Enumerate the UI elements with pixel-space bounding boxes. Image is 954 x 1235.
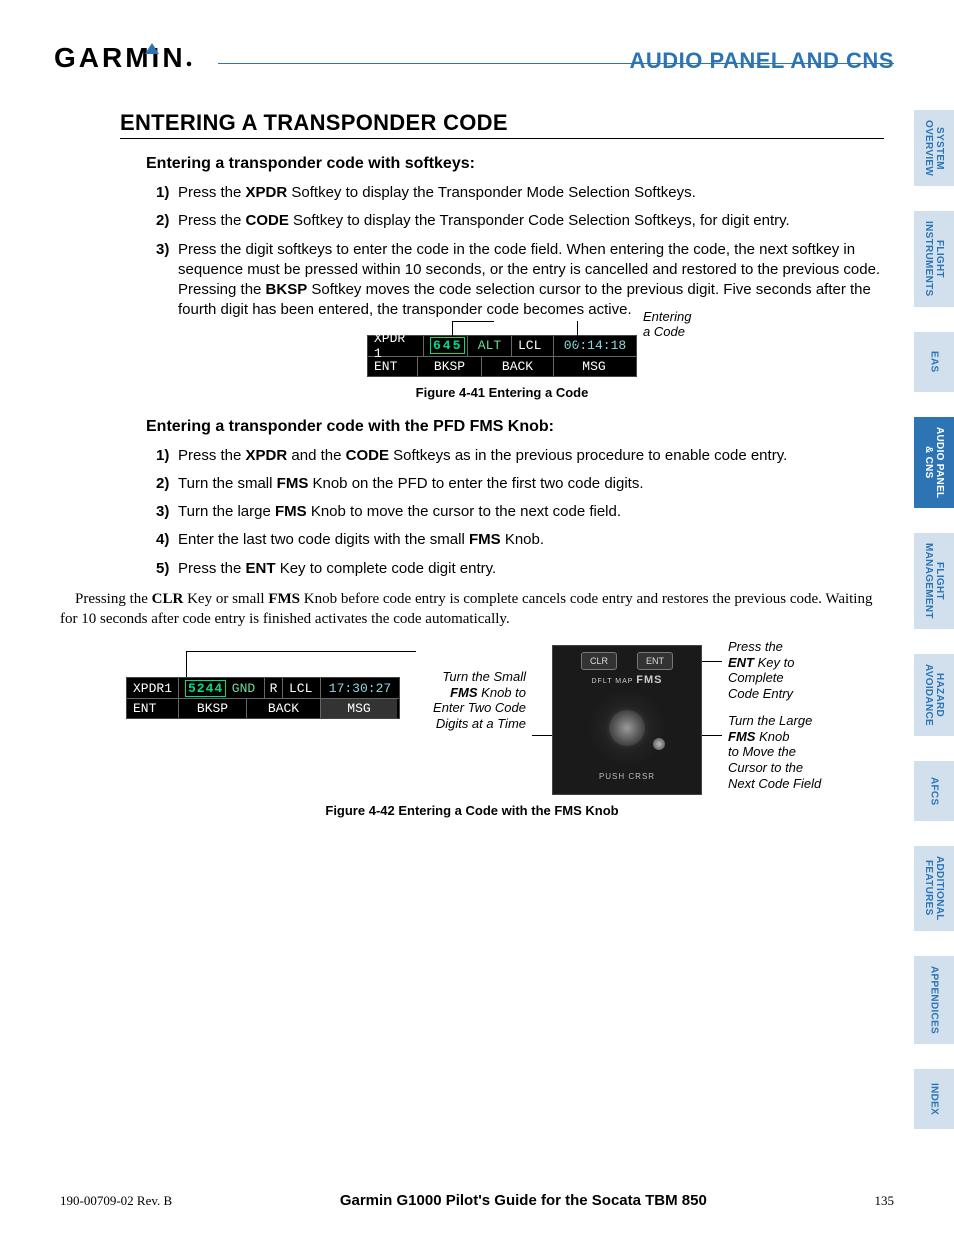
side-tabs: SYSTEMOVERVIEW FLIGHTINSTRUMENTS EAS AUD… <box>914 110 954 1129</box>
logo-text: GARMIN <box>54 42 186 74</box>
msg-softkey-2: MSG <box>321 699 397 718</box>
xpdr-label: XPDR 1 <box>368 336 424 356</box>
step-3a: 3) Press the digit softkeys to enter the… <box>178 240 884 321</box>
msg-softkey: MSG <box>554 357 634 376</box>
xpdr-label-2: XPDR1 <box>127 678 179 698</box>
push-crsr-label: PUSH CRSR <box>599 772 655 781</box>
page-footer: 190-00709-02 Rev. B Garmin G1000 Pilot's… <box>60 1192 894 1209</box>
step-2a: 2) Press the CODE Softkey to display the… <box>178 211 884 231</box>
alt-label: ALT <box>468 336 512 356</box>
tab-index[interactable]: INDEX <box>914 1069 954 1129</box>
bksp-softkey: BKSP <box>418 357 482 376</box>
bksp-softkey-2: BKSP <box>179 699 247 718</box>
fig42-left-bar: XPDR1 5244 GND R LCL 17:30:27 ENT BKSP B… <box>106 645 400 719</box>
fms-knob-icon <box>587 688 667 768</box>
fig41-callout: Enteringa Code <box>643 309 703 340</box>
page-title: ENTERING A TRANSPONDER CODE <box>120 110 884 139</box>
garmin-logo: GARMIN. <box>54 42 207 74</box>
page-content: ENTERING A TRANSPONDER CODE Entering a t… <box>120 110 884 836</box>
lcl-label-2: LCL <box>283 678 321 698</box>
step-3b: 3) Turn the large FMS Knob to move the c… <box>178 502 884 522</box>
gnd-label: GND <box>223 678 265 698</box>
logo-triangle-icon <box>145 43 159 54</box>
code-field-2: 5244 <box>185 680 226 697</box>
step-1b: 1) Press the XPDR and the CODE Softkeys … <box>178 446 884 466</box>
section-title: AUDIO PANEL AND CNS <box>629 48 894 74</box>
fig42-caption: Figure 4-42 Entering a Code with the FMS… <box>60 803 884 818</box>
ent-button: ENT <box>637 652 673 670</box>
step-2b: 2) Turn the small FMS Knob on the PFD to… <box>178 474 884 494</box>
fig42-knob-panel: CLR ENT DFLT MAP FMS PUSH CRSR <box>552 645 702 795</box>
tab-hazard-avoidance[interactable]: HAZARDAVOIDANCE <box>914 654 954 736</box>
figure-4-41: Enteringa Code XPDR 1 645 ALT LCL 00:14:… <box>120 335 884 377</box>
time-label: 00:14:18 <box>554 336 636 356</box>
figure-4-42: XPDR1 5244 GND R LCL 17:30:27 ENT BKSP B… <box>60 645 884 795</box>
ent-softkey-2: ENT <box>127 699 179 718</box>
subhead-fms-knob: Entering a transponder code with the PFD… <box>146 418 884 436</box>
back-softkey: BACK <box>482 357 554 376</box>
step-4b: 4) Enter the last two code digits with t… <box>178 530 884 550</box>
clr-button: CLR <box>581 652 617 670</box>
tab-appendices[interactable]: APPENDICES <box>914 956 954 1044</box>
step-1a: 1) Press the XPDR Softkey to display the… <box>178 183 884 203</box>
fig41-caption: Figure 4-41 Entering a Code <box>120 385 884 400</box>
step-5b: 5) Press the ENT Key to complete code di… <box>178 559 884 579</box>
tab-system-overview[interactable]: SYSTEMOVERVIEW <box>914 110 954 186</box>
fig41-display: XPDR 1 645 ALT LCL 00:14:18 ENT BKSP BAC… <box>367 335 637 377</box>
tab-eas[interactable]: EAS <box>914 332 954 392</box>
code-field: 645 <box>430 337 465 354</box>
ent-softkey: ENT <box>368 357 418 376</box>
fig42-callout-left: Turn the SmallFMS Knob toEnter Two CodeD… <box>426 669 526 731</box>
r-label: R <box>265 678 283 698</box>
header-rule <box>218 63 894 64</box>
footer-title: Garmin G1000 Pilot's Guide for the Socat… <box>340 1192 707 1209</box>
tab-flight-instruments[interactable]: FLIGHTINSTRUMENTS <box>914 211 954 307</box>
tab-audio-panel-cns[interactable]: AUDIO PANEL& CNS <box>914 417 954 508</box>
subhead-softkeys: Entering a transponder code with softkey… <box>146 155 884 173</box>
footer-page-number: 135 <box>874 1193 894 1209</box>
tab-flight-management[interactable]: FLIGHTMANAGEMENT <box>914 533 954 629</box>
body-paragraph: Pressing the CLR Key or small FMS Knob b… <box>60 589 884 630</box>
back-softkey-2: BACK <box>247 699 321 718</box>
time-label-2: 17:30:27 <box>321 678 399 698</box>
page-header: GARMIN. AUDIO PANEL AND CNS <box>0 0 954 74</box>
tab-afcs[interactable]: AFCS <box>914 761 954 821</box>
lcl-label: LCL <box>512 336 554 356</box>
tab-additional-features[interactable]: ADDITIONALFEATURES <box>914 846 954 931</box>
footer-docid: 190-00709-02 Rev. B <box>60 1193 172 1209</box>
